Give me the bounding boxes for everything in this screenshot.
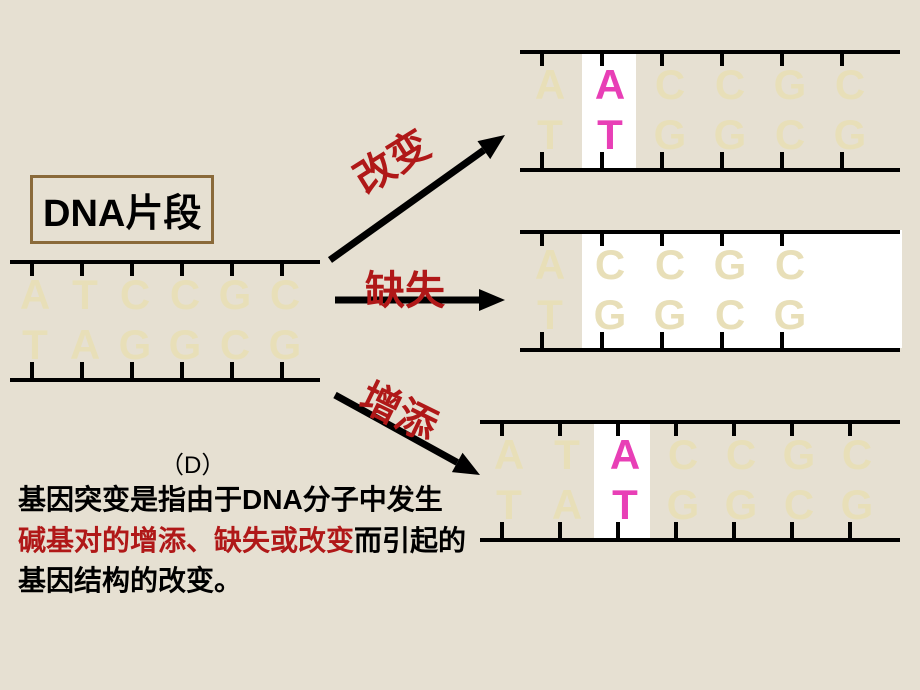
dna-base: G xyxy=(580,294,640,336)
dna-base: C xyxy=(760,114,820,156)
dna-base: A xyxy=(60,324,110,366)
dna-base: T xyxy=(10,324,60,366)
dna-base: C xyxy=(640,64,700,106)
dna-base: C xyxy=(160,274,210,316)
dna-base: C xyxy=(828,434,886,476)
dna-base: G xyxy=(700,244,760,286)
dna-base: C xyxy=(770,484,828,526)
dna-base: G xyxy=(770,434,828,476)
dna-base: G xyxy=(160,324,210,366)
dna-base: G xyxy=(640,294,700,336)
dna-base: A xyxy=(580,64,640,106)
dna-base: G xyxy=(712,484,770,526)
dna-base: C xyxy=(654,434,712,476)
dna-base: T xyxy=(580,114,640,156)
dna-base: G xyxy=(760,294,820,336)
definition-segment: 基因突变是指由于 xyxy=(18,484,242,515)
dna-base: G xyxy=(260,324,310,366)
dna-base: G xyxy=(640,114,700,156)
dna-base: C xyxy=(820,64,880,106)
dna-base: C xyxy=(712,434,770,476)
dna-base: G xyxy=(760,64,820,106)
dna-base: T xyxy=(60,274,110,316)
dna-base: A xyxy=(538,484,596,526)
dna-base: T xyxy=(538,434,596,476)
dna-base: C xyxy=(760,244,820,286)
dna-base: T xyxy=(596,484,654,526)
dna-base: A xyxy=(596,434,654,476)
dna-base: C xyxy=(580,244,640,286)
definition-d-label: （D） xyxy=(160,445,225,480)
dna-base: C xyxy=(640,244,700,286)
dna-base: A xyxy=(520,64,580,106)
definition-segment: DNA xyxy=(242,484,303,515)
dna-base: C xyxy=(700,64,760,106)
dna-base: G xyxy=(654,484,712,526)
dna-base: A xyxy=(480,434,538,476)
dna-base: A xyxy=(520,244,580,286)
dna-base: A xyxy=(10,274,60,316)
dna-base: T xyxy=(520,114,580,156)
definition-text: 基因突变是指由于DNA分子中发生碱基对的增添、缺失或改变而引起的基因结构的改变。 xyxy=(18,480,468,602)
dna-base: G xyxy=(110,324,160,366)
dna-base: G xyxy=(820,114,880,156)
dna-base: G xyxy=(700,114,760,156)
label-delete: 缺失 xyxy=(365,258,445,316)
dna-base: C xyxy=(260,274,310,316)
definition-segment: 碱基对的增添、缺失或改变 xyxy=(18,525,354,556)
dna-base: C xyxy=(700,294,760,336)
dna-base: G xyxy=(828,484,886,526)
dna-base: C xyxy=(110,274,160,316)
dna-base: T xyxy=(480,484,538,526)
dna-base: G xyxy=(210,274,260,316)
title-text: DNA片段 xyxy=(43,193,201,235)
definition-segment: 分子中发生 xyxy=(303,484,443,515)
title-dna-fragment: DNA片段 xyxy=(30,175,214,244)
dna-base: C xyxy=(210,324,260,366)
dna-base: T xyxy=(520,294,580,336)
